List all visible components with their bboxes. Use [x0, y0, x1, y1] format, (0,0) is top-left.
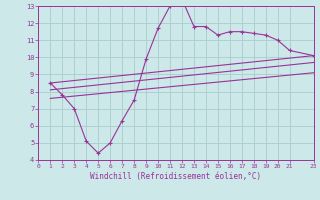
- X-axis label: Windchill (Refroidissement éolien,°C): Windchill (Refroidissement éolien,°C): [91, 172, 261, 181]
